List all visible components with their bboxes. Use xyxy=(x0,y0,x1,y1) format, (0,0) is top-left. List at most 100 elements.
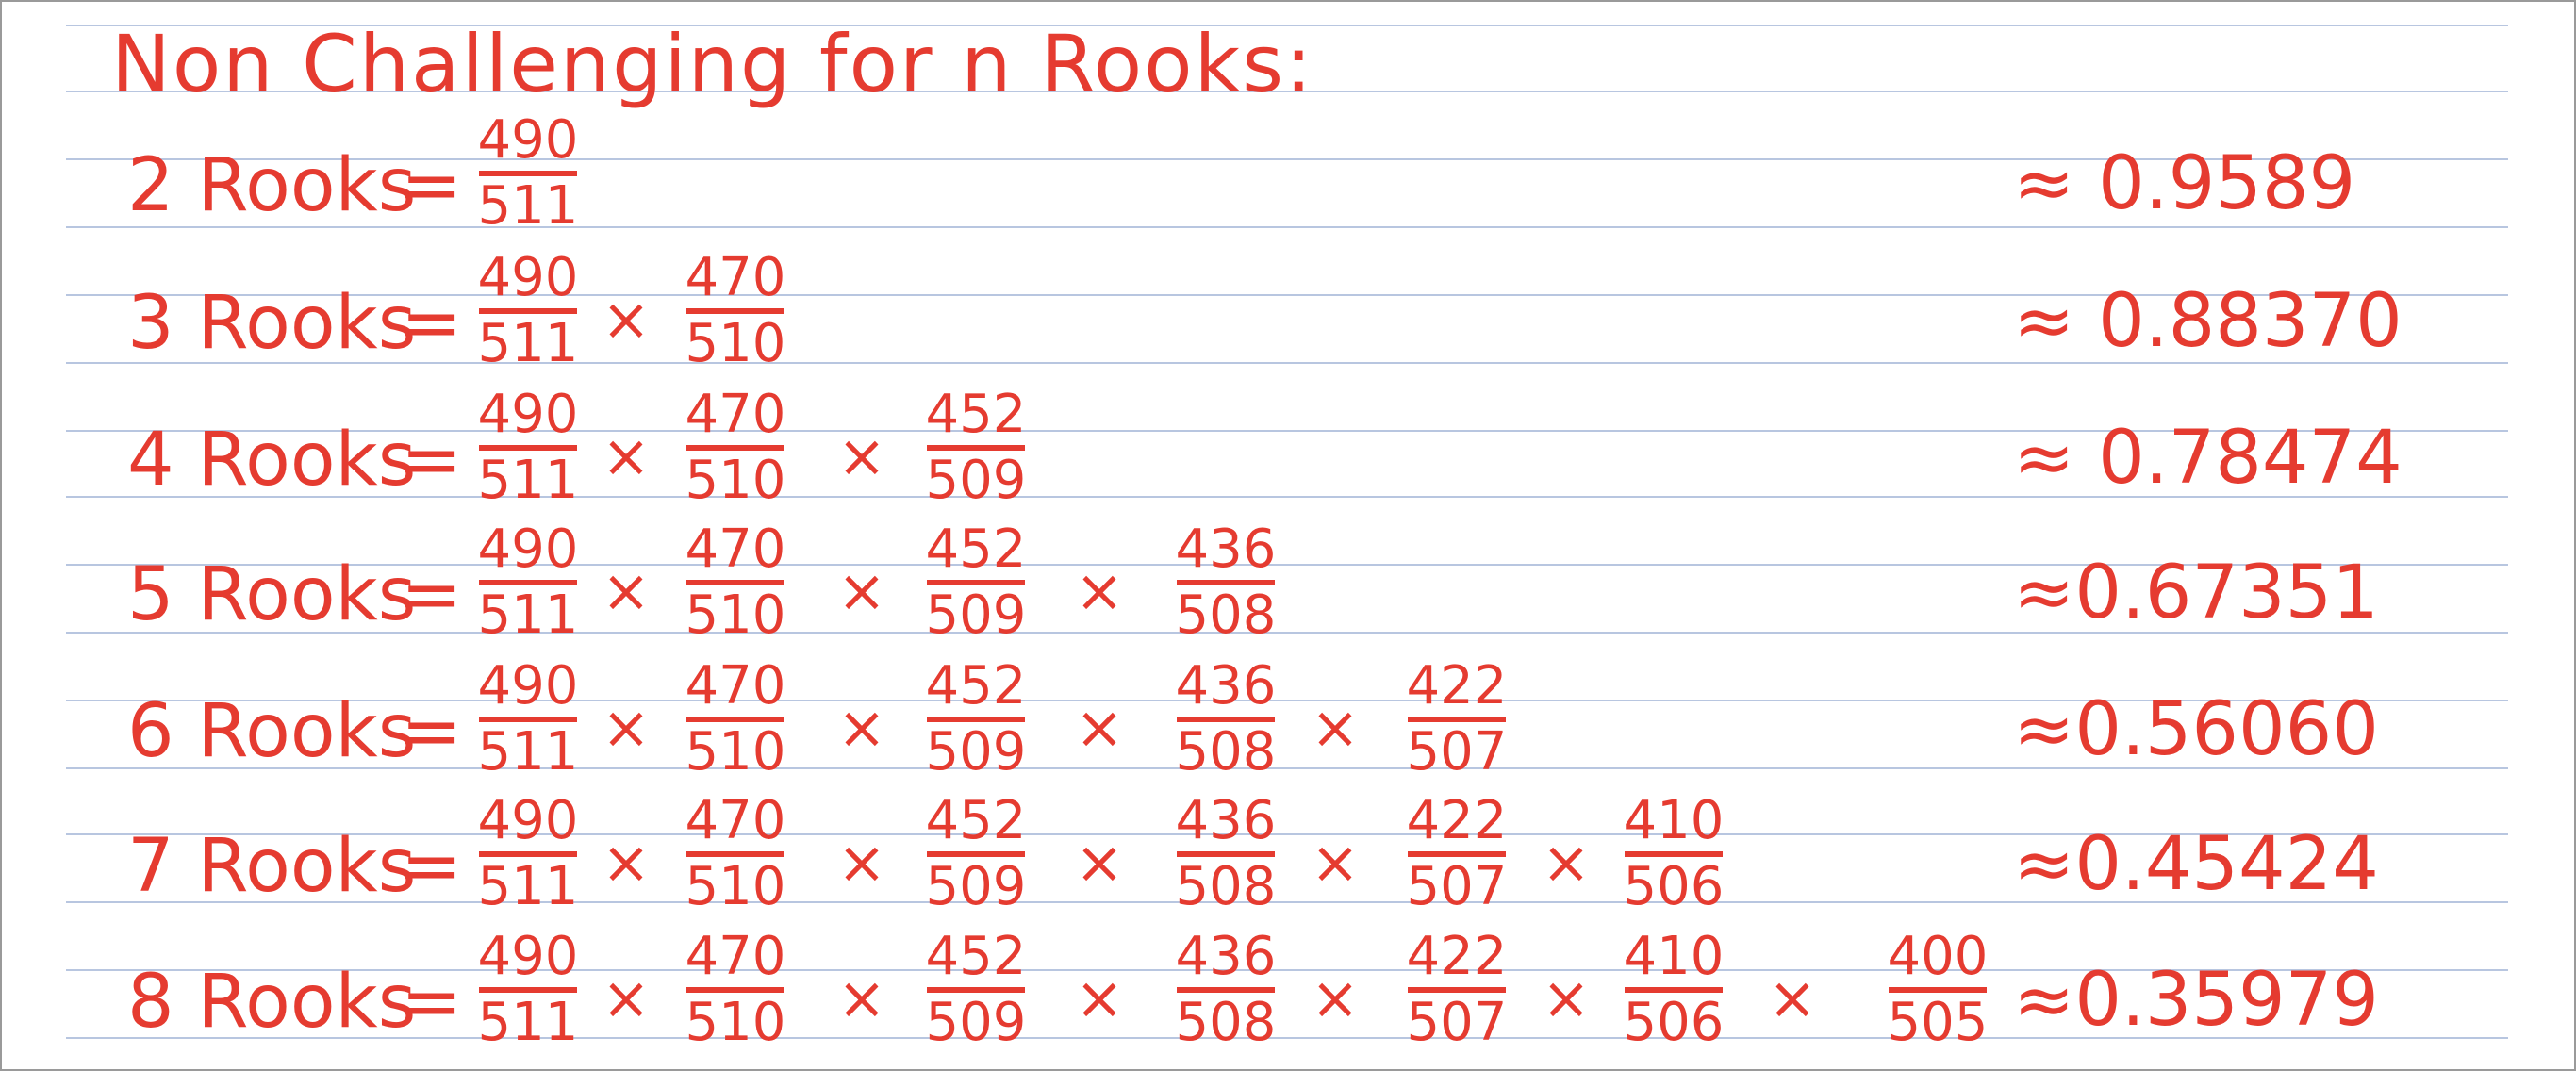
fraction-bar xyxy=(1177,851,1275,857)
fraction: 436 508 xyxy=(1174,928,1278,1052)
multiply-sign: × xyxy=(1311,964,1360,1032)
fraction-bar xyxy=(686,987,784,993)
fraction: 436 508 xyxy=(1174,657,1278,782)
page-title: Non Challenging for n Rooks: xyxy=(111,18,1314,110)
fraction-numerator: 436 xyxy=(1175,655,1277,717)
fraction-bar xyxy=(927,717,1025,722)
fraction: 470 510 xyxy=(684,928,787,1052)
fraction: 410 506 xyxy=(1622,928,1726,1052)
fraction-numerator: 422 xyxy=(1406,790,1508,851)
fraction-bar xyxy=(479,987,577,993)
ruled-line xyxy=(66,294,2508,296)
equation-row: 5 Rooks = 490 511 × 470 510 × 452 509 × 436 508 ≈0.67… xyxy=(0,517,2576,652)
fraction-denominator: 505 xyxy=(1887,992,1989,1053)
approximate-value: ≈ 0.78474 xyxy=(2013,416,2403,501)
equation-row: 3 Rooks = 490 511 × 470 510 ≈ 0.88370 xyxy=(0,245,2576,381)
fraction-bar xyxy=(1177,987,1275,993)
equals-sign: = xyxy=(401,552,463,637)
ruled-line xyxy=(66,496,2508,498)
multiply-sign: × xyxy=(602,693,651,762)
multiply-sign: × xyxy=(837,828,886,897)
fraction: 422 507 xyxy=(1405,792,1509,916)
ruled-line xyxy=(66,226,2508,228)
fraction: 470 510 xyxy=(684,249,787,373)
fraction-numerator: 470 xyxy=(685,384,786,445)
fraction-numerator: 452 xyxy=(925,384,1027,445)
fraction-denominator: 510 xyxy=(685,450,786,511)
fraction-numerator: 490 xyxy=(477,926,579,987)
approximate-value: ≈0.56060 xyxy=(2013,687,2379,772)
multiply-sign: × xyxy=(837,964,886,1032)
equation-row: 6 Rooks = 490 511 × 470 510 × 452 509 × 436 508 × 422 5… xyxy=(0,653,2576,789)
fraction-bar xyxy=(927,851,1025,857)
ruled-line xyxy=(66,767,2508,769)
ruled-line xyxy=(66,1037,2508,1039)
fraction: 452 509 xyxy=(924,386,1028,510)
fraction-numerator: 490 xyxy=(477,384,579,445)
fraction-denominator: 509 xyxy=(925,721,1027,783)
fraction-numerator: 470 xyxy=(685,247,786,308)
fraction-bar xyxy=(479,445,577,451)
rook-count-label: 5 Rooks xyxy=(127,552,417,637)
fraction: 436 508 xyxy=(1174,792,1278,916)
rook-count-label: 3 Rooks xyxy=(127,281,417,366)
fraction-numerator: 470 xyxy=(685,519,786,580)
equation-row: 4 Rooks = 490 511 × 470 510 × 452 509 ≈ 0.78474 xyxy=(0,382,2576,518)
fraction-bar xyxy=(927,987,1025,993)
ruled-line xyxy=(66,700,2508,701)
rook-count-label: 7 Rooks xyxy=(127,824,417,909)
equals-sign: = xyxy=(401,418,463,503)
fraction-bar xyxy=(686,851,784,857)
ruled-line xyxy=(66,430,2508,432)
fraction-denominator: 509 xyxy=(925,856,1027,917)
multiply-sign: × xyxy=(837,556,886,625)
fraction-numerator: 410 xyxy=(1623,926,1725,987)
equals-sign: = xyxy=(401,689,463,774)
fraction-bar xyxy=(927,445,1025,451)
fraction: 490 511 xyxy=(476,657,580,782)
fraction-bar xyxy=(1177,717,1275,722)
fraction-denominator: 510 xyxy=(685,585,786,646)
fraction: 490 511 xyxy=(476,111,580,236)
fraction-numerator: 436 xyxy=(1175,926,1277,987)
ruled-line xyxy=(66,901,2508,903)
fraction-bar xyxy=(1408,717,1506,722)
fraction-bar xyxy=(686,445,784,451)
fraction: 490 511 xyxy=(476,386,580,510)
equals-sign: = xyxy=(401,143,463,228)
fraction-numerator: 422 xyxy=(1406,655,1508,717)
fraction-denominator: 507 xyxy=(1406,992,1508,1053)
fraction-denominator: 511 xyxy=(477,175,579,237)
fraction-denominator: 508 xyxy=(1175,585,1277,646)
fraction-denominator: 508 xyxy=(1175,992,1277,1053)
fraction-numerator: 422 xyxy=(1406,926,1508,987)
ruled-line xyxy=(66,91,2508,92)
fraction-denominator: 507 xyxy=(1406,721,1508,783)
fraction-bar xyxy=(479,851,577,857)
fraction: 452 509 xyxy=(924,792,1028,916)
fraction-numerator: 452 xyxy=(925,790,1027,851)
fraction-numerator: 400 xyxy=(1887,926,1989,987)
multiply-sign: × xyxy=(1075,693,1124,762)
ruled-line xyxy=(66,564,2508,566)
multiply-sign: × xyxy=(602,421,651,490)
equals-sign: = xyxy=(401,960,463,1045)
multiply-sign: × xyxy=(602,828,651,897)
fraction-denominator: 508 xyxy=(1175,856,1277,917)
approximate-value: ≈ 0.88370 xyxy=(2013,279,2403,364)
equals-sign: = xyxy=(401,824,463,909)
fraction-denominator: 511 xyxy=(477,992,579,1053)
fraction-numerator: 490 xyxy=(477,247,579,308)
multiply-sign: × xyxy=(1075,556,1124,625)
fraction-denominator: 511 xyxy=(477,450,579,511)
fraction-bar xyxy=(1408,851,1506,857)
ruled-line xyxy=(66,362,2508,364)
multiply-sign: × xyxy=(1311,828,1360,897)
fraction-denominator: 511 xyxy=(477,721,579,783)
multiply-sign: × xyxy=(1075,828,1124,897)
equation-row: 2 Rooks = 490 511 ≈ 0.9589 xyxy=(0,107,2576,243)
fraction-numerator: 470 xyxy=(685,926,786,987)
fraction-denominator: 507 xyxy=(1406,856,1508,917)
approximate-value: ≈0.35979 xyxy=(2013,958,2379,1043)
fraction: 410 506 xyxy=(1622,792,1726,916)
